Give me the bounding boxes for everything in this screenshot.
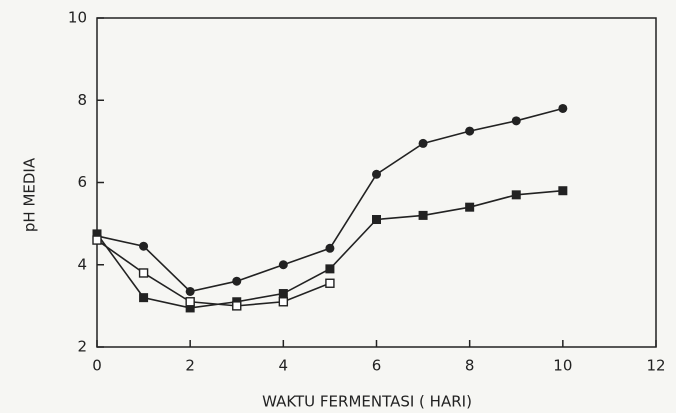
point (465, 202, 475, 212)
point (185, 303, 195, 313)
y-tick-label: 6 (77, 173, 87, 191)
series-line (96, 239, 331, 307)
x-tick-label: 8 (465, 357, 475, 375)
point (278, 260, 288, 270)
y-tick-label: 4 (77, 255, 87, 273)
point (139, 241, 149, 251)
point (372, 169, 381, 179)
x-tick-label: 0 (92, 357, 102, 375)
point (232, 276, 242, 286)
point (185, 286, 195, 296)
y-tick-label: 10 (68, 9, 87, 27)
x-tick-label: 12 (646, 357, 665, 375)
point (511, 116, 521, 126)
y-tick-label: 8 (77, 91, 87, 109)
point (465, 126, 475, 136)
x-tick-label: 6 (372, 357, 382, 375)
point (325, 243, 335, 253)
point (325, 278, 335, 288)
point (558, 186, 568, 196)
x-tick-label: 4 (279, 357, 289, 375)
x-axis-label: WAKTU FERMENTASI ( HARI) (262, 393, 472, 411)
y-axis-label: pH MEDIA (21, 157, 39, 232)
point (558, 103, 568, 113)
point (139, 293, 149, 303)
point (232, 301, 242, 311)
point (325, 264, 335, 274)
point (418, 138, 428, 148)
point (278, 289, 288, 299)
series-line (96, 107, 564, 293)
point (418, 210, 428, 220)
point (92, 235, 102, 245)
point (138, 268, 149, 278)
plot-frame (96, 17, 657, 348)
point (278, 297, 289, 307)
point (372, 215, 381, 225)
point (511, 190, 521, 200)
x-tick-label: 10 (553, 357, 572, 375)
point (185, 297, 195, 307)
point (92, 229, 102, 239)
x-tick-label: 2 (185, 357, 195, 375)
y-tick-label: 2 (77, 338, 87, 356)
